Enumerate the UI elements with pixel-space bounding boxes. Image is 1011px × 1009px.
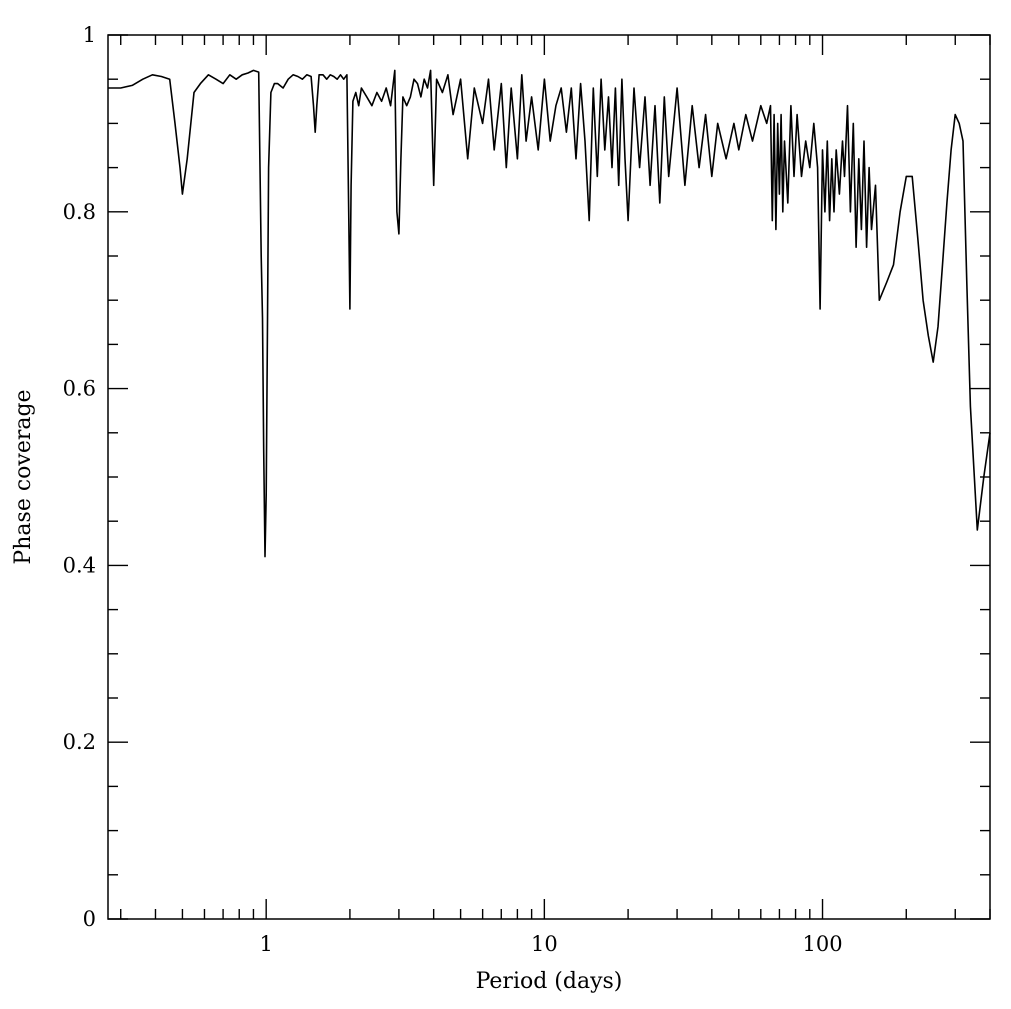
y-tick-label: 1: [83, 23, 96, 47]
tick-labels: 0 0.2 0.4 0.6 0.8 1 1 10 100: [63, 23, 843, 956]
y-tick-label: 0: [83, 907, 96, 931]
y-tick-label: 0.8: [63, 200, 96, 224]
plot-frame: [107, 34, 991, 920]
y-tick-label: 0.4: [63, 553, 96, 577]
y-tick-label: 0.2: [63, 730, 96, 754]
series-line: [108, 69, 991, 558]
x-tick-label: 10: [531, 932, 558, 956]
axis-ticks: [108, 34, 991, 920]
y-tick-label: 0.6: [63, 377, 96, 401]
x-tick-label: 1: [259, 932, 272, 956]
y-axis-title: Phase coverage: [11, 389, 36, 564]
x-tick-label: 100: [802, 932, 842, 956]
x-axis-title: Period (days): [476, 969, 623, 994]
